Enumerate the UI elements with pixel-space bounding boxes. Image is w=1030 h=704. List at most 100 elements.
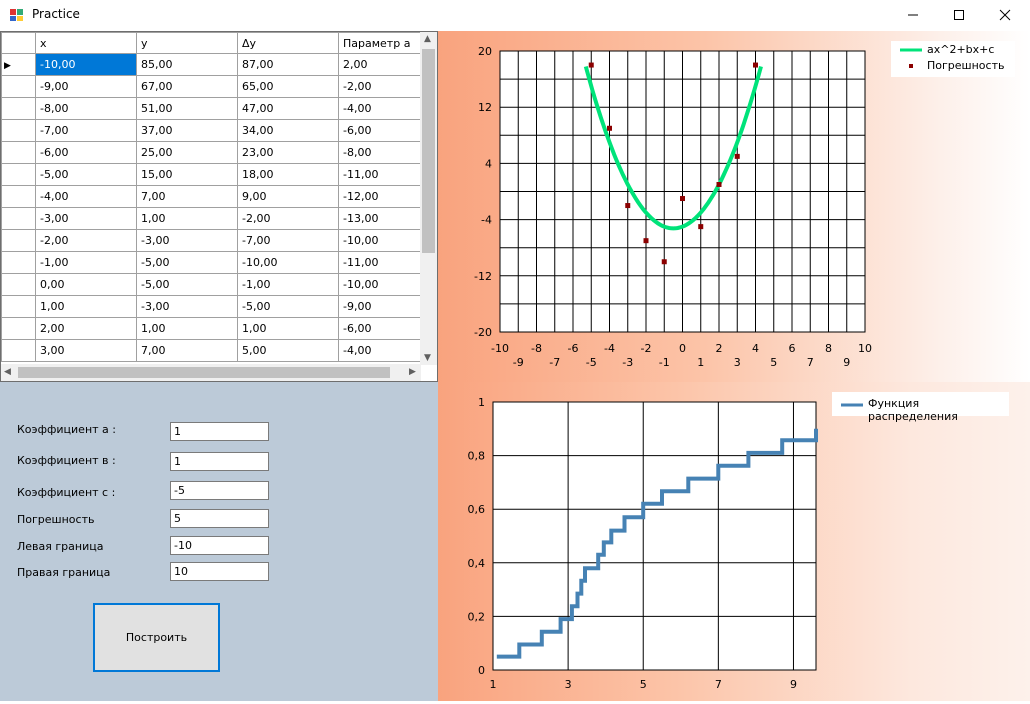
table-cell[interactable]: 1,00 — [136, 317, 238, 340]
table-row[interactable]: -1,00 -5,00 -10,00 -11,00 — [1, 251, 429, 274]
table-cell[interactable]: 67,00 — [136, 75, 238, 98]
data-grid[interactable]: x y Δy Параметр a ▶ -10,00 85,00 87,00 2,00-… — [0, 31, 438, 382]
row-header[interactable] — [1, 317, 36, 340]
row-header[interactable] — [1, 207, 36, 230]
table-cell[interactable]: 23,00 — [237, 141, 339, 164]
table-cell[interactable]: -10,00 — [237, 251, 339, 274]
row-header[interactable] — [1, 119, 36, 142]
close-button[interactable] — [982, 0, 1028, 30]
table-cell[interactable]: -7,00 — [237, 229, 339, 252]
coefficient-b-input[interactable]: 1 — [170, 452, 269, 471]
table-row[interactable]: 0,00 -5,00 -1,00 -10,00 — [1, 273, 429, 296]
table-cell[interactable]: 85,00 — [136, 53, 238, 76]
table-cell[interactable]: -1,00 — [237, 273, 339, 296]
table-cell[interactable]: 15,00 — [136, 163, 238, 186]
scroll-left-icon[interactable]: ◀ — [4, 367, 11, 377]
table-cell[interactable]: -7,00 — [35, 119, 137, 142]
table-cell[interactable]: -12,00 — [338, 185, 429, 208]
coefficient-c-input[interactable]: -5 — [170, 481, 269, 500]
row-header[interactable] — [1, 251, 36, 274]
table-cell[interactable]: -3,00 — [136, 295, 238, 318]
table-cell[interactable]: 7,00 — [136, 339, 238, 362]
table-row[interactable]: 2,00 1,00 1,00 -6,00 — [1, 317, 429, 340]
table-cell[interactable]: 2,00 — [35, 317, 137, 340]
scroll-up-icon[interactable]: ▲ — [424, 34, 431, 44]
table-cell[interactable]: -2,00 — [338, 75, 429, 98]
table-cell[interactable]: 34,00 — [237, 119, 339, 142]
table-cell[interactable]: -6,00 — [338, 317, 429, 340]
table-row[interactable]: 1,00 -3,00 -5,00 -9,00 — [1, 295, 429, 318]
vertical-scrollbar[interactable]: ▲ ▼ — [420, 32, 437, 365]
row-header[interactable] — [1, 97, 36, 120]
row-header[interactable]: ▶ — [1, 53, 36, 76]
column-header-dy[interactable]: Δy — [237, 32, 339, 54]
table-cell[interactable]: -10,00 — [338, 273, 429, 296]
table-row[interactable]: -6,00 25,00 23,00 -8,00 — [1, 141, 429, 164]
table-cell[interactable]: -5,00 — [35, 163, 137, 186]
table-cell[interactable]: 18,00 — [237, 163, 339, 186]
table-row[interactable]: -7,00 37,00 34,00 -6,00 — [1, 119, 429, 142]
table-cell[interactable]: -6,00 — [338, 119, 429, 142]
row-header[interactable] — [1, 75, 36, 98]
vertical-scroll-thumb[interactable] — [422, 49, 435, 253]
table-cell[interactable]: -3,00 — [35, 207, 137, 230]
table-cell[interactable]: -8,00 — [338, 141, 429, 164]
table-row[interactable]: -3,00 1,00 -2,00 -13,00 — [1, 207, 429, 230]
table-row[interactable]: 3,00 7,00 5,00 -4,00 — [1, 339, 429, 362]
table-cell[interactable]: 65,00 — [237, 75, 339, 98]
table-cell[interactable]: -9,00 — [338, 295, 429, 318]
column-header-x[interactable]: x — [35, 32, 137, 54]
table-cell[interactable]: -4,00 — [338, 97, 429, 120]
row-header[interactable] — [1, 141, 36, 164]
table-cell[interactable]: 5,00 — [237, 339, 339, 362]
table-row[interactable]: -5,00 15,00 18,00 -11,00 — [1, 163, 429, 186]
table-cell[interactable]: 2,00 — [338, 53, 429, 76]
horizontal-scrollbar[interactable]: ◀ ▶ — [1, 364, 421, 381]
table-cell[interactable]: 47,00 — [237, 97, 339, 120]
table-cell[interactable]: -13,00 — [338, 207, 429, 230]
error-input[interactable]: 5 — [170, 509, 269, 528]
table-row[interactable]: -2,00 -3,00 -7,00 -10,00 — [1, 229, 429, 252]
table-cell[interactable]: -5,00 — [237, 295, 339, 318]
minimize-button[interactable] — [890, 0, 936, 30]
table-cell[interactable]: -8,00 — [35, 97, 137, 120]
table-cell[interactable]: 1,00 — [237, 317, 339, 340]
table-cell[interactable]: 25,00 — [136, 141, 238, 164]
table-row[interactable]: -4,00 7,00 9,00 -12,00 — [1, 185, 429, 208]
table-cell[interactable]: 51,00 — [136, 97, 238, 120]
table-cell[interactable]: 1,00 — [136, 207, 238, 230]
row-header[interactable] — [1, 229, 36, 252]
table-cell[interactable]: 9,00 — [237, 185, 339, 208]
table-cell[interactable]: -6,00 — [35, 141, 137, 164]
table-cell[interactable]: -5,00 — [136, 251, 238, 274]
table-cell[interactable]: 1,00 — [35, 295, 137, 318]
table-cell[interactable]: 0,00 — [35, 273, 137, 296]
scroll-down-icon[interactable]: ▼ — [424, 353, 431, 363]
coefficient-a-input[interactable]: 1 — [170, 422, 269, 441]
table-cell[interactable]: -2,00 — [35, 229, 137, 252]
table-cell[interactable]: 3,00 — [35, 339, 137, 362]
table-row[interactable]: ▶ -10,00 85,00 87,00 2,00 — [1, 53, 429, 76]
table-cell[interactable]: -10,00 — [338, 229, 429, 252]
table-cell[interactable]: 37,00 — [136, 119, 238, 142]
horizontal-scroll-thumb[interactable] — [18, 367, 390, 378]
table-cell[interactable]: -2,00 — [237, 207, 339, 230]
row-header[interactable] — [1, 339, 36, 362]
table-cell[interactable]: -3,00 — [136, 229, 238, 252]
table-cell[interactable]: 87,00 — [237, 53, 339, 76]
table-cell[interactable]: -1,00 — [35, 251, 137, 274]
table-cell[interactable]: -10,00 — [35, 53, 137, 76]
column-header-param-a[interactable]: Параметр a — [338, 32, 429, 54]
build-button[interactable]: Построить — [93, 603, 220, 672]
row-header[interactable] — [1, 273, 36, 296]
maximize-button[interactable] — [936, 0, 982, 30]
row-header[interactable] — [1, 295, 36, 318]
table-cell[interactable]: -4,00 — [35, 185, 137, 208]
left-bound-input[interactable]: -10 — [170, 536, 269, 555]
table-cell[interactable]: -4,00 — [338, 339, 429, 362]
table-cell[interactable]: -5,00 — [136, 273, 238, 296]
row-header[interactable] — [1, 185, 36, 208]
table-cell[interactable]: -9,00 — [35, 75, 137, 98]
scroll-right-icon[interactable]: ▶ — [409, 367, 416, 377]
table-row[interactable]: -9,00 67,00 65,00 -2,00 — [1, 75, 429, 98]
